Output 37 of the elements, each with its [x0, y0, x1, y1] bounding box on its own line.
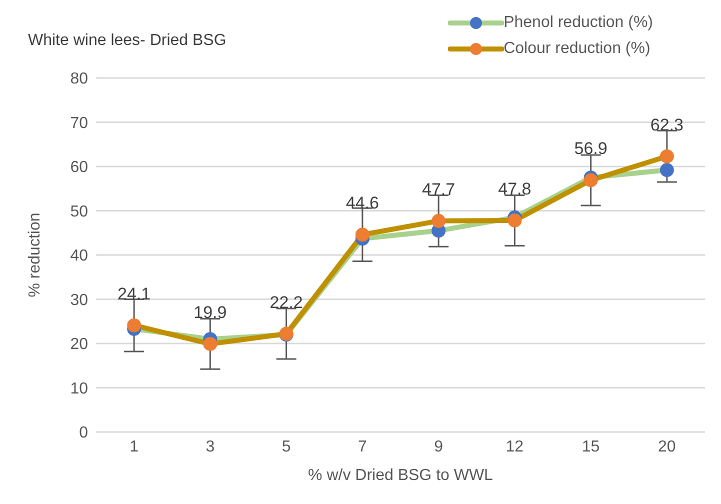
point	[584, 173, 598, 188]
x-tick-label: 3	[206, 438, 215, 456]
y-tick-label: 70	[70, 114, 88, 132]
legend-label: Phenol reduction (%)	[504, 14, 653, 32]
data-label: 47.7	[422, 180, 456, 199]
point	[203, 336, 218, 351]
x-axis-title: % w/v Dried BSG to WWL	[308, 467, 494, 484]
y-tick-label: 30	[70, 292, 88, 309]
data-label: 24.1	[118, 284, 151, 304]
data-label: 56.9	[574, 139, 608, 158]
y-axis-title: % reduction	[26, 212, 44, 298]
point	[432, 214, 446, 228]
point	[355, 228, 370, 242]
data-label: 19.9	[194, 302, 227, 322]
x-tick-label: 20	[658, 438, 676, 456]
y-tick-label: 80	[70, 70, 88, 88]
legend-label: Colour reduction (%)	[504, 40, 650, 58]
data-label: 47.8	[498, 179, 532, 198]
data-label: 62.3	[650, 115, 684, 134]
x-tick-label: 12	[506, 438, 524, 456]
point	[127, 318, 142, 332]
chart-title: White wine lees- Dried BSG	[28, 32, 226, 50]
x-tick-label: 7	[358, 438, 367, 456]
data-label: 22.2	[270, 292, 303, 312]
point	[508, 213, 522, 228]
point	[660, 149, 674, 164]
x-tick-label: 5	[282, 438, 291, 456]
y-tick-label: 50	[70, 203, 88, 220]
y-tick-label: 20	[70, 336, 88, 354]
point	[660, 163, 674, 178]
y-tick-label: 0	[79, 424, 88, 442]
y-tick-label: 40	[70, 248, 88, 265]
y-tick-label: 60	[70, 159, 88, 176]
y-tick-label: 10	[70, 380, 88, 398]
x-tick-label: 15	[582, 438, 600, 456]
x-tick-label: 1	[130, 438, 139, 456]
x-tick-label: 9	[434, 438, 444, 456]
